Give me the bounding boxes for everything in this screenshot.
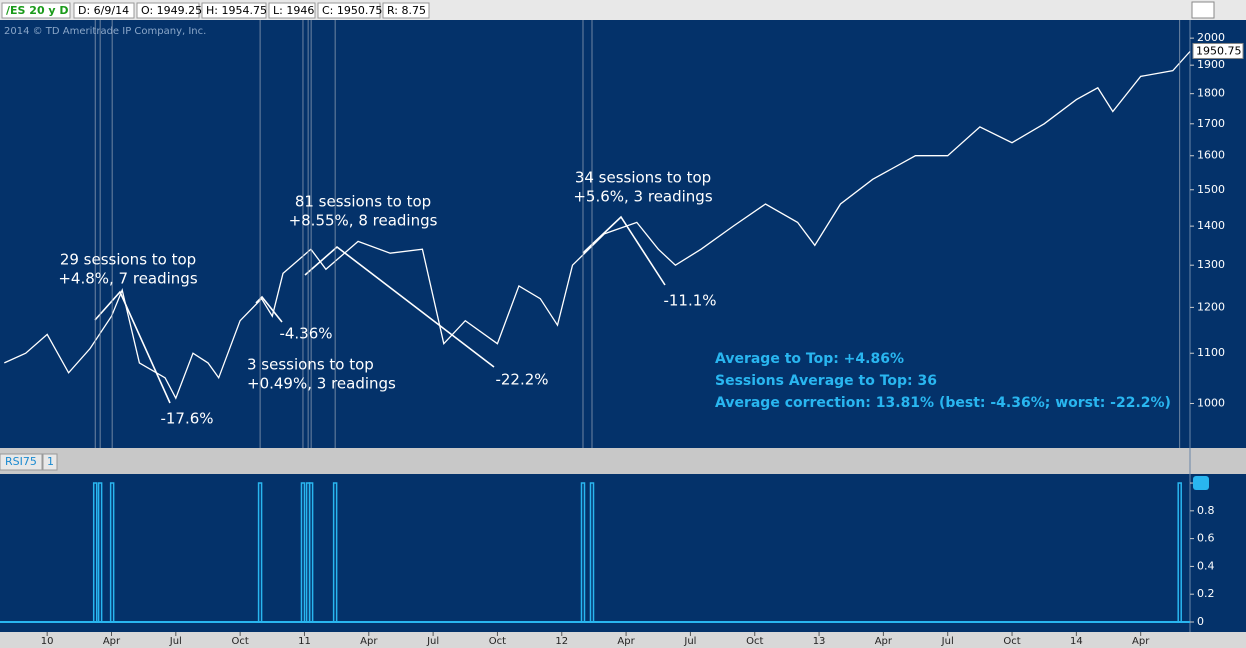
last-price-box [1192,42,1244,59]
annotation: +8.55%, 8 readings [289,212,438,230]
annotation: 34 sessions to top [575,169,711,187]
high: H: 1954.75 [206,4,267,17]
zigzag [255,295,283,323]
zigzag [304,245,495,368]
chart-tool-button[interactable] [1191,1,1215,19]
x-tick-label: Oct [489,636,506,647]
y-tick-label: 1300 [1197,258,1225,271]
x-tick-label: Apr [103,636,121,647]
x-tick-label: 14 [1070,636,1083,647]
box [317,2,381,19]
x-tick-label: Oct [1003,636,1020,647]
annotation-lines [94,215,666,404]
box [73,2,135,19]
copyright: 2014 © TD Ameritrade IP Company, Inc. [4,26,206,37]
rsi-pulse [580,482,586,622]
stat: Sessions Average to Top: 36 [715,373,937,389]
x-tick-label: Apr [360,636,378,647]
x-tick-label: Apr [617,636,635,647]
x-tick-label: Apr [875,636,893,647]
annotation: +4.8%, 7 readings [58,270,197,288]
annotation: -22.2% [495,371,548,389]
rsi-pulse [109,482,115,622]
box [268,2,316,19]
rsi-pulse [300,482,306,622]
last-price: 1950.75 [1196,44,1242,57]
stat: Average correction: 13.81% (best: -4.36%… [715,395,1171,411]
annotation: 81 sessions to top [295,193,431,211]
x-tick-label: Jul [941,636,954,647]
date: D: 6/9/14 [78,4,129,17]
x-tick-label: 10 [41,636,54,647]
separator [0,448,1246,474]
box [382,2,430,19]
annotation: -17.6% [160,410,213,428]
y-tick-label: 0.2 [1197,587,1215,600]
annotation: 29 sessions to top [60,251,196,269]
rsi-pulse [1177,482,1182,622]
annotation: -11.1% [663,292,716,310]
x-tick-label: Oct [746,636,763,647]
annotation: 3 sessions to top [247,356,374,374]
symbol-box[interactable] [1,2,71,19]
indicator-name: RSI75 [5,455,37,468]
y-tick-label: 1900 [1197,58,1225,71]
x-tick-label: Jul [169,636,182,647]
x-axis-bar [0,632,1246,648]
annotation: +0.49%, 3 readings [247,375,396,393]
rsi-pulse [332,482,338,622]
rsi-pulse [92,482,98,622]
price-line [4,51,1191,400]
rsi-panel [0,474,1246,632]
stat: Average to Top: +4.86% [715,351,904,367]
x-tick-label: Oct [231,636,248,647]
y-tick-label: 1200 [1197,300,1225,313]
x-tick-label: Jul [683,636,696,647]
y-tick-label: 1000 [1197,396,1225,409]
zigzag [582,215,666,286]
range: R: 8.75 [387,4,426,17]
y-tick-label: 0.8 [1197,504,1215,517]
box [136,2,200,19]
annotation: +5.6%, 3 readings [573,188,712,206]
indicator-param-box[interactable] [42,453,58,471]
rsi-pulse [257,482,263,622]
y-tick-label: 1500 [1197,183,1225,196]
price-panel [0,20,1246,448]
y-tick-label: 1800 [1197,87,1225,100]
annotation: -4.36% [279,325,332,343]
x-tick-label: 11 [298,636,311,647]
rsi-value-box [1193,476,1209,491]
y-tick-label: 1100 [1197,346,1225,359]
y-tick-label: 1700 [1197,117,1225,130]
rsi-pulse [589,482,595,622]
open: O: 1949.25 [141,4,202,17]
x-tick-label: Apr [1132,636,1150,647]
indicator-tab[interactable] [0,453,43,471]
x-tick-label: 13 [813,636,826,647]
low: L: 1946 [273,4,314,17]
y-tick-label: 1400 [1197,219,1225,232]
y-tick-label: 1600 [1197,149,1225,162]
x-tick-label: Jul [426,636,439,647]
box [201,2,267,19]
y-tick-label: 2000 [1197,31,1225,44]
indicator-param: 1 [47,455,54,468]
close: C: 1950.75 [322,4,382,17]
x-tick-label: 12 [555,636,568,647]
rsi-pulse [97,482,103,622]
zigzag [94,290,171,404]
y-tick-label: 0.4 [1197,559,1215,572]
y-tick-label: 0 [1197,615,1204,628]
y-tick-label: 0.6 [1197,532,1215,545]
symbol: /ES 20 y D [6,4,69,17]
rsi-pulse [308,482,314,622]
